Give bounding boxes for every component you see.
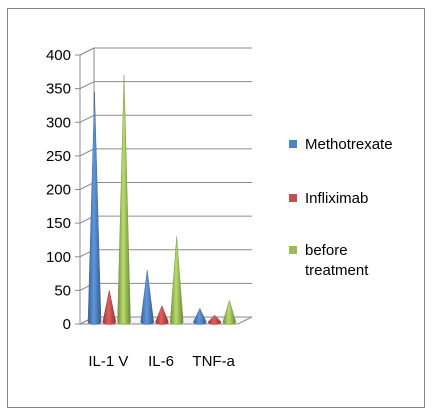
cone (169, 236, 184, 325)
cone (155, 305, 169, 325)
y-tick-label: 150 (46, 215, 71, 232)
cone (102, 290, 117, 325)
y-tick-label: 200 (46, 182, 71, 199)
y-tick-label: 400 (46, 47, 71, 64)
x-tick-label: TNF-a (192, 353, 235, 370)
legend-label: Methotrexate (305, 136, 393, 153)
gridline (79, 182, 252, 190)
gridline (79, 114, 252, 123)
gridline (79, 282, 252, 291)
gridline (79, 249, 252, 258)
y-tick-label: 350 (46, 81, 71, 98)
cone (140, 270, 154, 325)
gridline (79, 215, 252, 224)
x-tick-label: IL-1 V (88, 353, 128, 370)
x-tick-label: IL-6 (148, 353, 174, 370)
cone (207, 314, 222, 325)
legend-swatch (289, 246, 297, 254)
cone (222, 299, 237, 325)
data-cones (87, 75, 237, 325)
legend-label: Infliximab (305, 190, 368, 207)
gridline (79, 47, 252, 56)
plot-walls (79, 47, 253, 325)
chart-frame (7, 8, 425, 408)
y-tick-label: 250 (46, 148, 71, 165)
legend-swatch (289, 140, 297, 148)
legend-swatch (289, 194, 297, 202)
cone (117, 75, 131, 325)
y-tick-label: 300 (46, 114, 71, 131)
y-tick-label: 0 (63, 316, 71, 333)
cone (193, 307, 207, 325)
x-axis-ticks: IL-1 V IL-6 TNF-a (88, 353, 235, 370)
legend-label: before treatment (305, 242, 369, 279)
gridline (79, 81, 252, 90)
cone (87, 91, 102, 325)
y-tick-label: 100 (46, 249, 71, 266)
y-axis-ticks: 0 50 100 150 200 250 300 350 400 (46, 47, 71, 333)
gridlines (75, 47, 252, 325)
gridline (79, 148, 252, 157)
legend: Methotrexate Infliximab before treatment (289, 136, 393, 279)
y-tick-label: 50 (54, 282, 71, 299)
